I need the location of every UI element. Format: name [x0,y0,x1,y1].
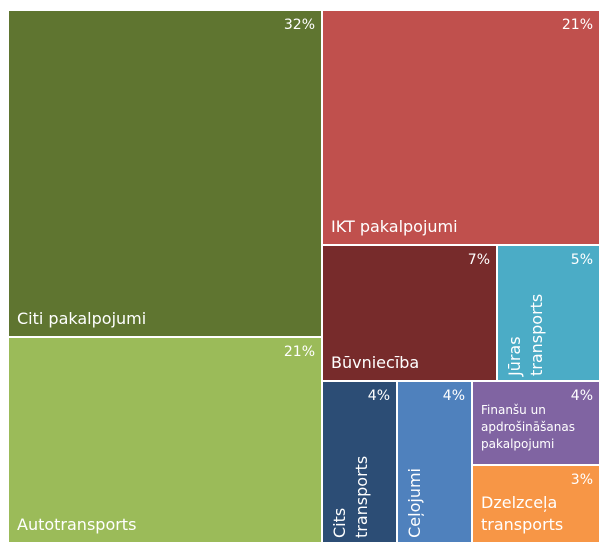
value-label: 3% [570,472,593,488]
category-label: Finanšu un apdrošināšanas pakalpojumi [481,403,575,451]
category-label: Autotransports [17,515,137,534]
value-label: 5% [570,252,593,268]
category-label: Ceļojumi [405,468,424,538]
treemap-cell: 21% Autotransports [8,337,322,543]
category-label: Būvniecība [331,353,420,372]
treemap-cell: 21% IKT pakalpojumi [322,10,600,245]
treemap-cell: 4% Ceļojumi [397,381,472,543]
value-label: 4% [367,388,390,404]
value-label: 7% [467,252,490,268]
value-label: 4% [570,388,593,404]
category-label: Cits transports [330,455,371,538]
value-label: 4% [442,388,465,404]
value-label: 21% [561,17,593,33]
treemap-cell: 4% Finanšu un apdrošināšanas pakalpojumi [472,381,600,465]
treemap-cell: 7% Būvniecība [322,245,497,381]
category-label: Dzelzceļa transports [481,493,564,534]
treemap-cell: 4% Cits transports [322,381,397,543]
value-label: 21% [283,344,315,360]
category-label: Jūras transports [505,293,546,376]
category-label: Citi pakalpojumi [17,309,147,328]
category-label: IKT pakalpojumi [331,217,458,236]
treemap-cell: 5% Jūras transports [497,245,600,381]
treemap-cell: 3% Dzelzceļa transports [472,465,600,543]
treemap-cell: 32% Citi pakalpojumi [8,10,322,337]
value-label: 32% [283,17,315,33]
